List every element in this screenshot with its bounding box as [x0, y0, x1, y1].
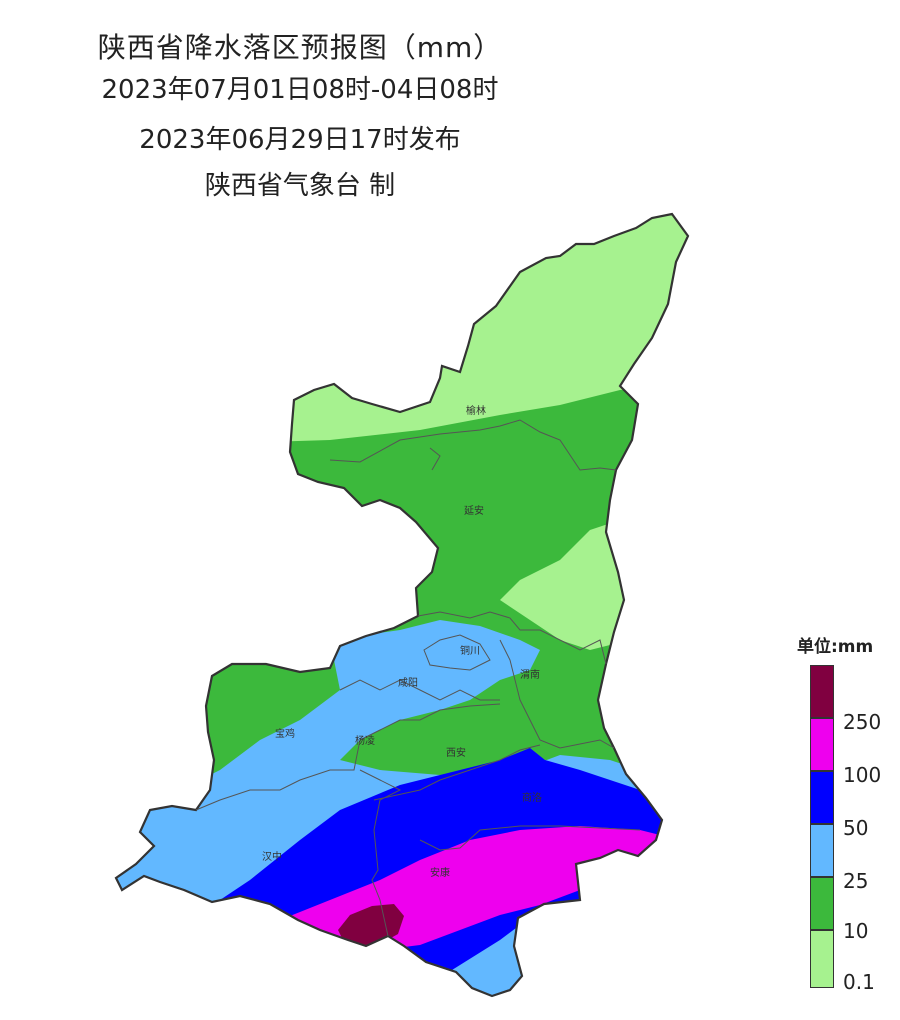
issuer: 陕西省气象台 制: [204, 171, 396, 201]
issue-time: 2023年06月29日17时发布: [139, 125, 461, 155]
legend-swatch-25: [810, 824, 834, 877]
city-label-xianyang: 咸阳: [398, 677, 418, 689]
city-label-shangluo: 商洛: [522, 791, 542, 804]
legend-swatch-250: [810, 665, 834, 718]
legend-swatch-10: [810, 877, 834, 930]
city-label-yulin: 榆林: [466, 404, 486, 417]
legend-label-50: 50: [843, 816, 869, 840]
city-label-weinan: 渭南: [520, 668, 540, 681]
city-label-xian: 西安: [446, 746, 466, 759]
city-label-hanzhong: 汉中: [262, 850, 282, 863]
city-label-yanan: 延安: [464, 504, 484, 517]
legend-swatch-100: [810, 718, 834, 771]
legend-swatch-0.1: [810, 930, 834, 988]
map-title-block: 陕西省降水落区预报图（mm） 2023年07月01日08时-04日08时 202…: [40, 28, 560, 206]
band-0.1-patch: [500, 520, 630, 650]
province-border: [114, 212, 690, 998]
city-label-ankang: 安康: [430, 866, 450, 879]
map-title: 陕西省降水落区预报图（mm）: [97, 31, 503, 64]
legend-label-100: 100: [843, 763, 882, 787]
forecast-period: 2023年07月01日08时-04日08时: [101, 75, 499, 105]
legend-label-10: 10: [843, 919, 869, 943]
legend-label-250: 250: [843, 710, 882, 734]
city-label-baoji: 宝鸡: [275, 727, 295, 740]
legend-label-25: 25: [843, 869, 869, 893]
city-borders: [195, 419, 641, 937]
legend-swatch-50: [810, 771, 834, 824]
city-label-yangling: 杨凌: [355, 734, 375, 747]
city-label-tongchuan: 铜川: [460, 645, 480, 657]
legend-title: 单位:mm: [797, 637, 874, 657]
legend-label-0.1: 0.1: [843, 970, 875, 994]
